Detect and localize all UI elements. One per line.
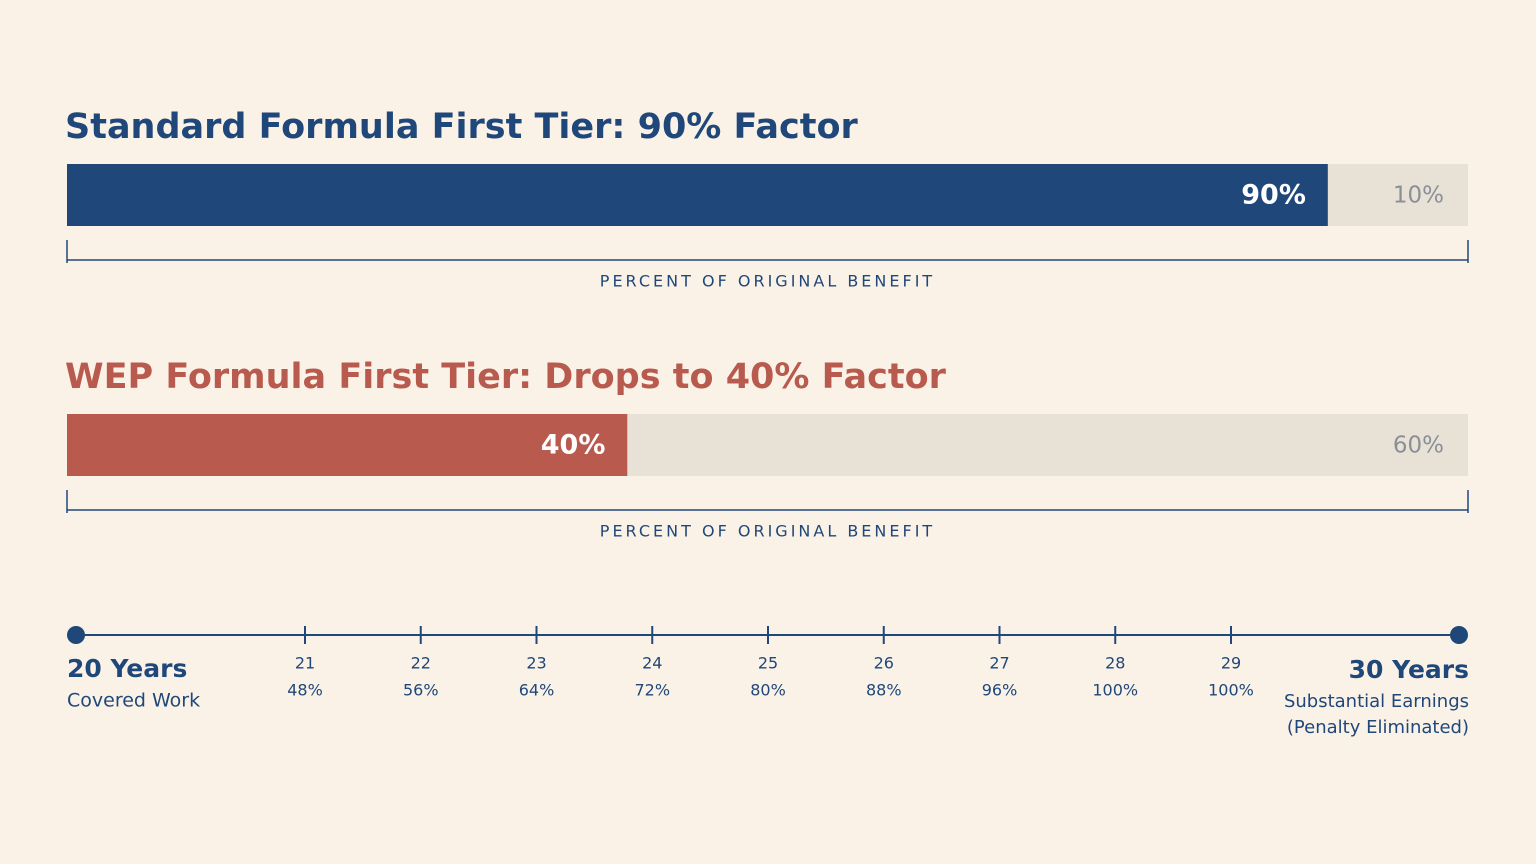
- year-label: 24: [642, 654, 662, 673]
- end-line: Substantial Earnings: [1284, 691, 1469, 712]
- year-label: 29: [1221, 654, 1241, 673]
- end-line: (Penalty Eliminated): [1287, 717, 1469, 738]
- end-title: 30 Years: [1349, 655, 1469, 684]
- percent-label: 96%: [982, 681, 1018, 700]
- chart-title: WEP Formula First Tier: Drops to 40% Fac…: [65, 357, 947, 397]
- percent-label: 48%: [287, 681, 323, 700]
- start-dot: [67, 626, 85, 644]
- percent-label: 88%: [866, 681, 902, 700]
- percent-label: 80%: [750, 681, 786, 700]
- year-label: 22: [411, 654, 431, 673]
- percent-label: 100%: [1208, 681, 1254, 700]
- start-title: 20 Years: [67, 654, 187, 683]
- percent-label: 64%: [519, 681, 555, 700]
- percent-label: 56%: [403, 681, 439, 700]
- bar-segment: [67, 164, 1328, 226]
- value-label: 60%: [1393, 433, 1444, 459]
- year-label: 23: [526, 654, 546, 673]
- value-label: 40%: [541, 430, 606, 461]
- bar-segment: [627, 414, 1468, 476]
- percent-label: 100%: [1092, 681, 1138, 700]
- year-label: 28: [1105, 654, 1125, 673]
- year-label: 27: [989, 654, 1009, 673]
- start-subtitle: Covered Work: [67, 690, 200, 712]
- year-label: 25: [758, 654, 778, 673]
- axis-label: PERCENT OF ORIGINAL BENEFIT: [600, 522, 935, 541]
- end-dot: [1450, 626, 1468, 644]
- axis-label: PERCENT OF ORIGINAL BENEFIT: [600, 272, 935, 291]
- year-label: 26: [874, 654, 894, 673]
- percent-label: 72%: [634, 681, 670, 700]
- bar-segment: [67, 414, 628, 476]
- value-label: 10%: [1393, 183, 1444, 209]
- year-label: 21: [295, 654, 315, 673]
- value-label: 90%: [1241, 180, 1306, 211]
- chart-title: Standard Formula First Tier: 90% Factor: [65, 107, 859, 147]
- bar-segment: [1327, 164, 1468, 226]
